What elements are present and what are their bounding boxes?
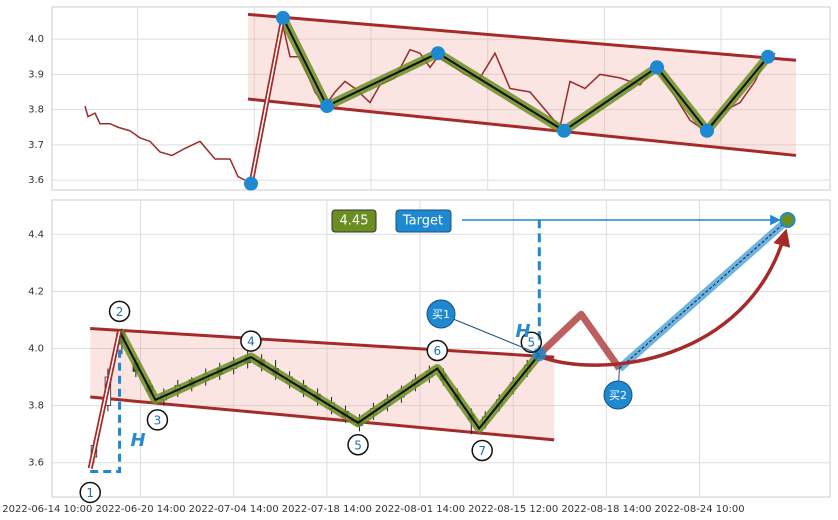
x-tick-label: 2022-06-20 14:00: [95, 504, 185, 515]
y-tick-label: 3.7: [28, 140, 44, 151]
pivot-point: [276, 10, 290, 25]
pivot-label: 6: [433, 344, 441, 358]
y-tick-label: 4.4: [28, 229, 44, 240]
pivot-point: [700, 123, 714, 138]
target-label: Target: [402, 214, 443, 229]
pivot-point: [650, 60, 664, 75]
y-tick-label: 4.2: [28, 286, 44, 297]
pivot-label: 7: [478, 444, 486, 458]
y-tick-label: 4.0: [28, 34, 44, 45]
y-tick-label: 3.8: [28, 105, 44, 116]
zigzag-line: [118, 330, 541, 431]
pivot-label: 3: [154, 413, 162, 427]
pivot-label-ring: [520, 331, 543, 353]
pivot-label: 5: [354, 438, 362, 452]
target-value: 4.45: [340, 214, 369, 229]
target-point: [779, 211, 796, 228]
x-tick-label: 2022-07-18 14:00: [282, 504, 372, 515]
channel-fill: [248, 14, 796, 156]
buy-label: 买1: [432, 308, 450, 321]
x-tick-label: 2022-08-01 14:00: [375, 504, 465, 515]
pivot-label: 5: [527, 336, 535, 350]
pivot-point: [431, 46, 445, 61]
pivot-label: 4: [247, 335, 255, 349]
breakout-leg-core: [89, 331, 121, 469]
channel-line: [90, 395, 555, 442]
x-tick-label: 2022-07-04 14:00: [189, 504, 279, 515]
target-label-box: [395, 209, 452, 233]
x-tick-label: 2022-08-15 12:00: [468, 504, 558, 515]
h-bracket: [90, 331, 122, 473]
pivot-point: [320, 99, 334, 114]
target-leg-core: [619, 219, 788, 369]
x-tick-label: 2022-08-18 14:00: [561, 504, 651, 515]
channel-line: [90, 327, 555, 359]
height-label: H: [515, 321, 530, 342]
y-tick-label: 3.9: [28, 69, 44, 80]
buy-marker: [603, 380, 633, 410]
x-tick-label: 2022-06-14 10:00: [2, 504, 92, 515]
pivot-label-ring: [146, 409, 169, 431]
y-tick-label: 3.6: [28, 458, 44, 469]
price-line: [84, 21, 776, 181]
y-tick-label: 3.6: [28, 175, 44, 186]
pivot-label-ring: [471, 439, 493, 462]
pivot-label-ring: [347, 434, 369, 456]
pivot-label: 2: [116, 305, 124, 319]
height-label: H: [130, 430, 145, 451]
pivot-label: 1: [86, 486, 94, 500]
buy-pointer: [440, 313, 540, 355]
projection-path: [536, 310, 623, 371]
channel-line: [247, 12, 797, 62]
x-tick-label: 2022-08-24 10:00: [654, 504, 744, 515]
pivot-label-ring: [79, 481, 101, 504]
pivot-point: [244, 176, 258, 191]
y-tick-label: 4.0: [28, 344, 44, 355]
target-curve: [538, 228, 791, 367]
pivot-label-ring: [108, 300, 131, 323]
pivot-point: [761, 49, 775, 64]
buy-marker: [426, 299, 456, 329]
buy-label: 买2: [609, 389, 627, 402]
pivot-label-ring: [240, 330, 262, 352]
y-tick-label: 3.8: [28, 401, 44, 412]
pivot-label-ring: [426, 339, 449, 362]
channel-line: [247, 97, 797, 157]
pivot-point: [557, 123, 571, 138]
breakout-leg-core: [250, 17, 284, 184]
top-frame: [51, 6, 831, 191]
target-value-box: [331, 209, 377, 233]
